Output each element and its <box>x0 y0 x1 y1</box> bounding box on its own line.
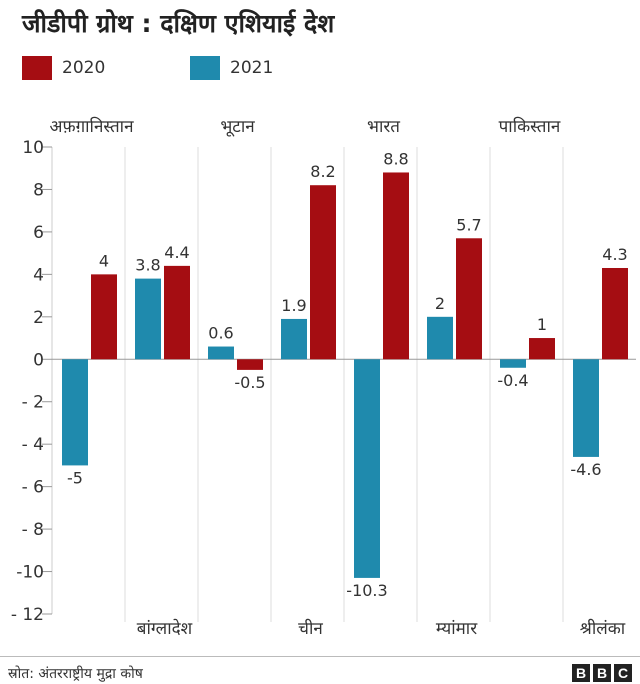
bar-2020 <box>383 172 409 360</box>
footer-divider <box>0 656 640 657</box>
bar-chart: 10 8 6 4 2 0 - 2 - 4 - 6 - 8 -10 - 12 -5 4 3.84.4 0.6 -0… <box>11 116 636 639</box>
bar-2021 <box>281 318 307 360</box>
y-tick-label: 4 <box>33 265 44 285</box>
legend-item-2021: 2021 <box>190 56 273 80</box>
value-label-2020: 8.2 <box>310 162 335 181</box>
y-tick-label: 10 <box>22 138 44 158</box>
value-label-2021: 1.9 <box>281 296 306 315</box>
bar-2021 <box>354 359 380 578</box>
value-label-2020: 4 <box>99 251 109 270</box>
y-tick-label: 8 <box>33 180 44 200</box>
bar-2021 <box>427 316 453 360</box>
value-label-2020: 5.7 <box>456 215 481 234</box>
category-label: पाकिस्तान <box>499 116 561 137</box>
bar-2021 <box>573 359 599 457</box>
legend-item-2020: 2020 <box>22 56 105 80</box>
category-label: म्यांमार <box>436 619 478 639</box>
value-label-2021: 0.6 <box>208 324 233 343</box>
source-note: स्रोत: अंतरराष्ट्रीय मुद्रा कोष <box>8 666 143 682</box>
value-label-2020: 4.4 <box>164 243 189 262</box>
y-tick-label: 2 <box>33 308 44 328</box>
value-label-2021: -0.4 <box>497 371 528 390</box>
y-tick-label: - 2 <box>22 393 44 413</box>
value-label-2020: 1 <box>537 315 547 334</box>
bar-2021 <box>62 359 88 466</box>
bbc-logo-letter: C <box>614 664 632 682</box>
bar-2021 <box>500 359 526 368</box>
legend-label-2021: 2021 <box>230 58 274 78</box>
bar-2020 <box>164 265 190 360</box>
bar-2020 <box>456 238 482 360</box>
bar-2020 <box>602 267 628 360</box>
value-label-2020: 8.8 <box>383 149 408 168</box>
bar-2021 <box>208 346 234 360</box>
category-label: अफ़ग़ानिस्तान <box>49 116 134 137</box>
category-label: चीन <box>298 618 323 639</box>
category-label: बांग्लादेश <box>137 618 193 639</box>
legend-swatch-2020 <box>22 56 52 80</box>
y-tick-label: 6 <box>33 223 44 243</box>
category-label: भूटान <box>220 117 255 137</box>
y-tick-label: - 12 <box>11 605 44 625</box>
chart-title: जीडीपी ग्रोथ : दक्षिण एशियाई देश <box>22 9 335 38</box>
value-label-2021: -4.6 <box>570 460 601 479</box>
category-label: श्रीलंका <box>580 618 626 639</box>
legend-swatch-2021 <box>190 56 220 80</box>
value-label-2020: 4.3 <box>602 245 627 264</box>
value-label-2021: 2 <box>435 294 445 313</box>
value-label-2021: -10.3 <box>346 581 387 600</box>
y-tick-label: -10 <box>16 563 44 583</box>
value-label-2021: 3.8 <box>135 256 160 275</box>
bar-2020 <box>91 274 117 360</box>
bar-2021 <box>135 278 161 360</box>
legend-label-2020: 2020 <box>62 58 106 78</box>
bbc-logo: B B C <box>572 664 632 682</box>
bbc-logo-letter: B <box>593 664 611 682</box>
bbc-logo-letter: B <box>572 664 590 682</box>
y-tick-label: - 4 <box>22 435 44 455</box>
y-tick-label: 0 <box>33 350 44 370</box>
value-label-2020: -0.5 <box>234 373 265 392</box>
y-tick-label: - 6 <box>22 478 44 498</box>
value-label-2021: -5 <box>67 468 83 487</box>
bar-2020 <box>237 359 263 370</box>
bar-2020 <box>529 338 555 360</box>
y-tick-label: - 8 <box>22 520 44 540</box>
bar-2020 <box>310 185 336 360</box>
category-label: भारत <box>367 117 400 137</box>
